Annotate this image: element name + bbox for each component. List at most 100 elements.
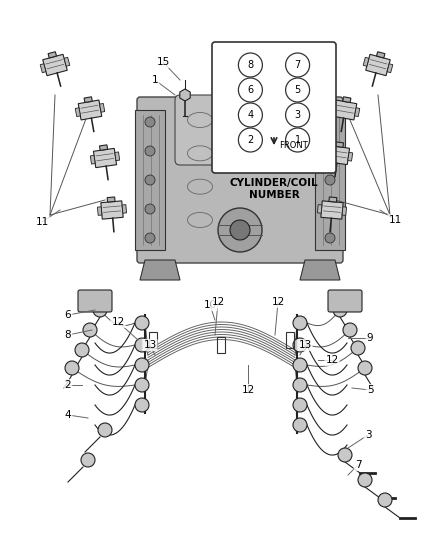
Circle shape [378,493,392,507]
Circle shape [238,128,262,152]
Circle shape [293,398,307,412]
Text: 1: 1 [152,75,158,85]
Circle shape [286,78,310,102]
Circle shape [351,341,365,355]
Text: 15: 15 [156,57,170,67]
Circle shape [135,316,149,330]
Polygon shape [97,207,102,215]
Bar [217,337,225,353]
Polygon shape [342,207,346,215]
Text: NUMBER: NUMBER [249,190,300,200]
Text: 7: 7 [355,460,361,470]
Bar [286,332,294,348]
Polygon shape [333,100,357,120]
Circle shape [135,378,149,392]
Bar [135,110,165,250]
Text: 8: 8 [247,60,254,70]
Polygon shape [43,54,67,76]
Circle shape [293,418,307,432]
Polygon shape [348,152,353,161]
Polygon shape [336,142,343,147]
Circle shape [325,175,335,185]
Circle shape [325,233,335,243]
Polygon shape [355,108,360,117]
Circle shape [286,128,310,152]
Text: 12: 12 [111,317,125,327]
Circle shape [83,323,97,337]
Circle shape [238,53,262,77]
Polygon shape [140,260,180,280]
Polygon shape [366,54,390,76]
Text: 11: 11 [389,215,402,225]
Polygon shape [75,108,81,117]
Text: 8: 8 [65,330,71,340]
Circle shape [145,204,155,214]
Text: 4: 4 [247,110,254,120]
Text: 4: 4 [65,410,71,420]
Polygon shape [300,260,340,280]
Circle shape [65,361,79,375]
Circle shape [145,175,155,185]
FancyBboxPatch shape [328,290,362,312]
Polygon shape [326,146,350,165]
Polygon shape [115,152,120,160]
Circle shape [135,358,149,372]
Text: 13: 13 [298,340,311,350]
Polygon shape [48,52,57,58]
Polygon shape [64,58,70,66]
Circle shape [358,361,372,375]
Polygon shape [90,156,95,164]
Circle shape [338,448,352,462]
Circle shape [145,233,155,243]
Text: CYLINDER/COIL: CYLINDER/COIL [230,178,318,188]
Circle shape [98,423,112,437]
Polygon shape [318,205,322,213]
Text: 10: 10 [203,300,216,310]
FancyBboxPatch shape [137,97,343,263]
Circle shape [135,398,149,412]
Polygon shape [99,103,105,112]
Polygon shape [329,197,337,202]
Circle shape [286,103,310,127]
Text: 1: 1 [294,135,300,145]
Polygon shape [343,97,351,102]
Text: 6: 6 [247,85,254,95]
Circle shape [325,204,335,214]
Text: 3: 3 [294,110,300,120]
Circle shape [230,220,250,240]
Circle shape [145,146,155,156]
Circle shape [293,316,307,330]
Polygon shape [321,201,343,219]
Text: 12: 12 [325,355,339,365]
Bar [315,110,345,250]
Text: 12: 12 [212,297,225,307]
Polygon shape [99,145,108,150]
FancyBboxPatch shape [78,290,112,312]
Circle shape [238,103,262,127]
Circle shape [93,303,107,317]
Circle shape [325,117,335,127]
Text: 13: 13 [143,340,157,350]
Text: 2: 2 [65,380,71,390]
Polygon shape [84,97,92,102]
Polygon shape [78,100,102,120]
Text: 7: 7 [294,60,301,70]
Circle shape [238,78,262,102]
Polygon shape [107,197,115,202]
Polygon shape [40,64,46,72]
Circle shape [218,208,262,252]
Text: 6: 6 [65,310,71,320]
Bar [149,332,157,348]
Polygon shape [93,148,117,168]
Circle shape [75,343,89,357]
Circle shape [293,358,307,372]
Polygon shape [180,89,190,101]
Text: 11: 11 [35,217,49,227]
FancyBboxPatch shape [212,42,336,173]
Circle shape [81,453,95,467]
FancyBboxPatch shape [175,95,305,165]
Circle shape [145,117,155,127]
Text: 12: 12 [241,385,254,395]
Text: 3: 3 [365,430,371,440]
Circle shape [358,473,372,487]
